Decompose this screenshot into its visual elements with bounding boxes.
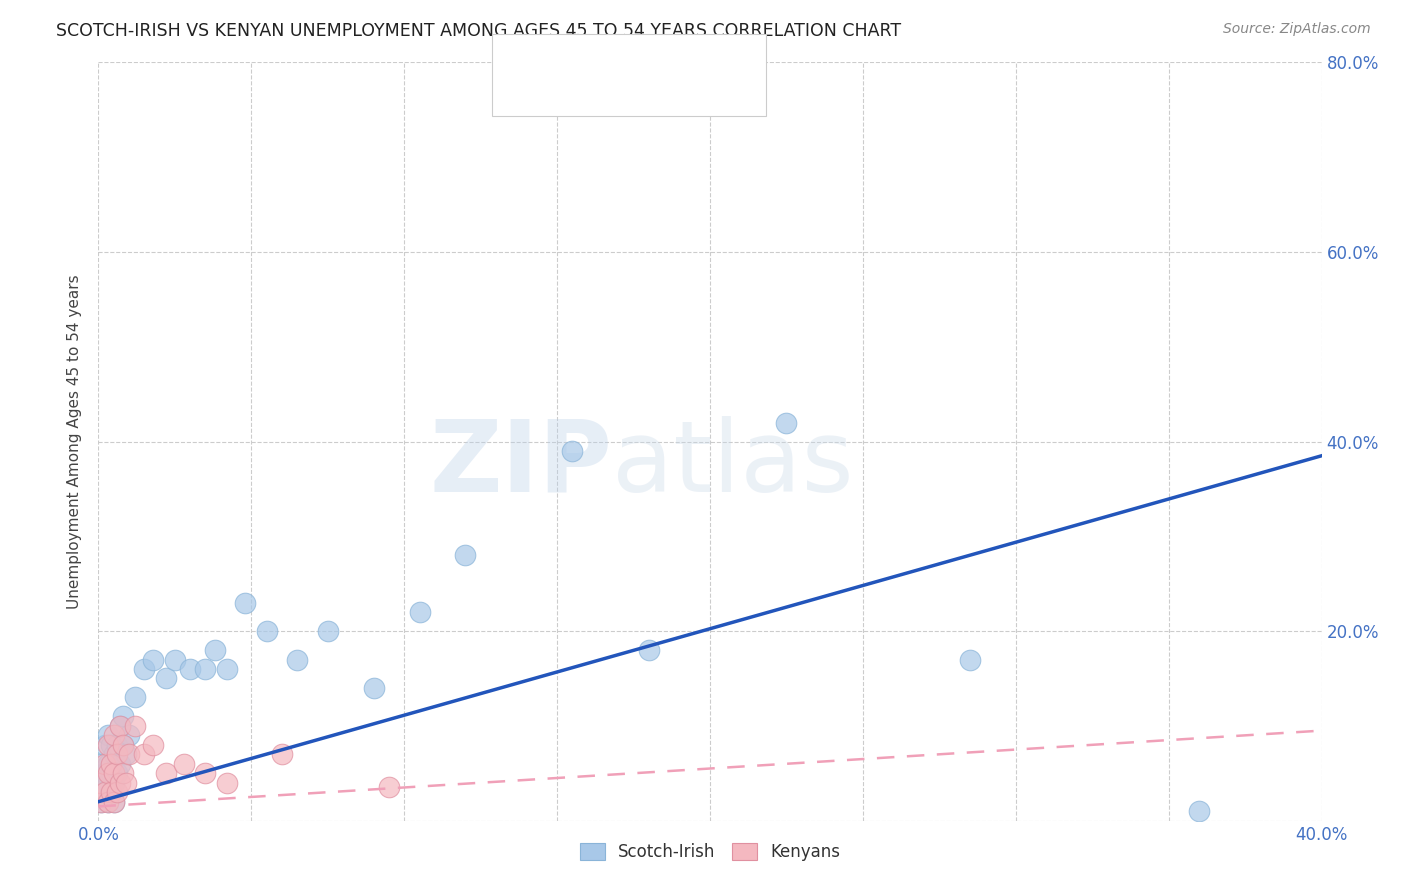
Point [124,719,146,733]
Point [108,719,131,733]
Point [115,747,138,762]
Text: atlas: atlas [612,416,853,513]
Point [90,795,112,809]
Point [103,776,125,790]
Point [97,795,120,809]
Point [103,795,125,809]
Point [105,766,128,780]
Text: Source: ZipAtlas.com: Source: ZipAtlas.com [1223,22,1371,37]
Point [100,766,122,780]
Point [256,624,278,639]
Text: ZIP: ZIP [429,416,612,513]
Point [118,747,141,762]
Point [103,728,125,742]
Point [454,548,477,563]
Point [959,652,981,666]
FancyBboxPatch shape [509,79,538,102]
Y-axis label: Unemployment Among Ages 45 to 54 years: Unemployment Among Ages 45 to 54 years [67,274,83,609]
Point [111,709,134,723]
Point [111,738,134,752]
Point [233,596,256,610]
Legend: Scotch-Irish, Kenyans: Scotch-Irish, Kenyans [571,834,849,869]
Point [173,756,195,771]
Point [408,605,430,619]
Point [108,776,131,790]
Point [97,795,120,809]
Point [204,643,226,657]
Point [100,756,122,771]
Point [97,776,120,790]
Point [316,624,339,639]
Point [134,747,156,762]
Point [124,690,146,705]
Point [90,776,112,790]
Point [97,766,120,780]
Point [637,643,661,657]
Point [561,444,583,458]
Point [108,756,131,771]
Point [163,652,186,666]
Point [93,756,115,771]
Point [105,785,128,799]
Point [90,795,112,809]
Text: R = 0.539   N = 45: R = 0.539 N = 45 [548,50,725,69]
Point [97,738,120,752]
Point [215,662,238,676]
Point [108,719,131,733]
Point [142,652,165,666]
Point [118,728,141,742]
Point [90,776,112,790]
Point [194,662,217,676]
Point [100,785,122,799]
Point [93,766,115,780]
Text: R = 0.067   N = 29: R = 0.067 N = 29 [548,81,725,100]
Point [270,747,292,762]
Point [90,756,112,771]
Point [155,766,177,780]
Point [111,766,134,780]
Point [93,738,115,752]
Point [103,747,125,762]
Point [155,672,177,686]
Point [378,780,401,795]
Point [100,738,122,752]
Point [285,652,308,666]
Point [103,795,125,809]
Point [194,766,217,780]
Point [111,738,134,752]
Point [1188,804,1211,818]
Point [93,785,115,799]
Point [775,416,797,430]
Point [100,785,122,799]
FancyBboxPatch shape [509,48,538,70]
Point [215,776,238,790]
Point [142,738,165,752]
Point [134,662,156,676]
Point [115,776,138,790]
Text: SCOTCH-IRISH VS KENYAN UNEMPLOYMENT AMONG AGES 45 TO 54 YEARS CORRELATION CHART: SCOTCH-IRISH VS KENYAN UNEMPLOYMENT AMON… [56,22,901,40]
Point [363,681,385,695]
Point [97,728,120,742]
Point [179,662,201,676]
Point [93,785,115,799]
Point [103,766,125,780]
Point [97,756,120,771]
Point [105,747,128,762]
Point [105,738,128,752]
